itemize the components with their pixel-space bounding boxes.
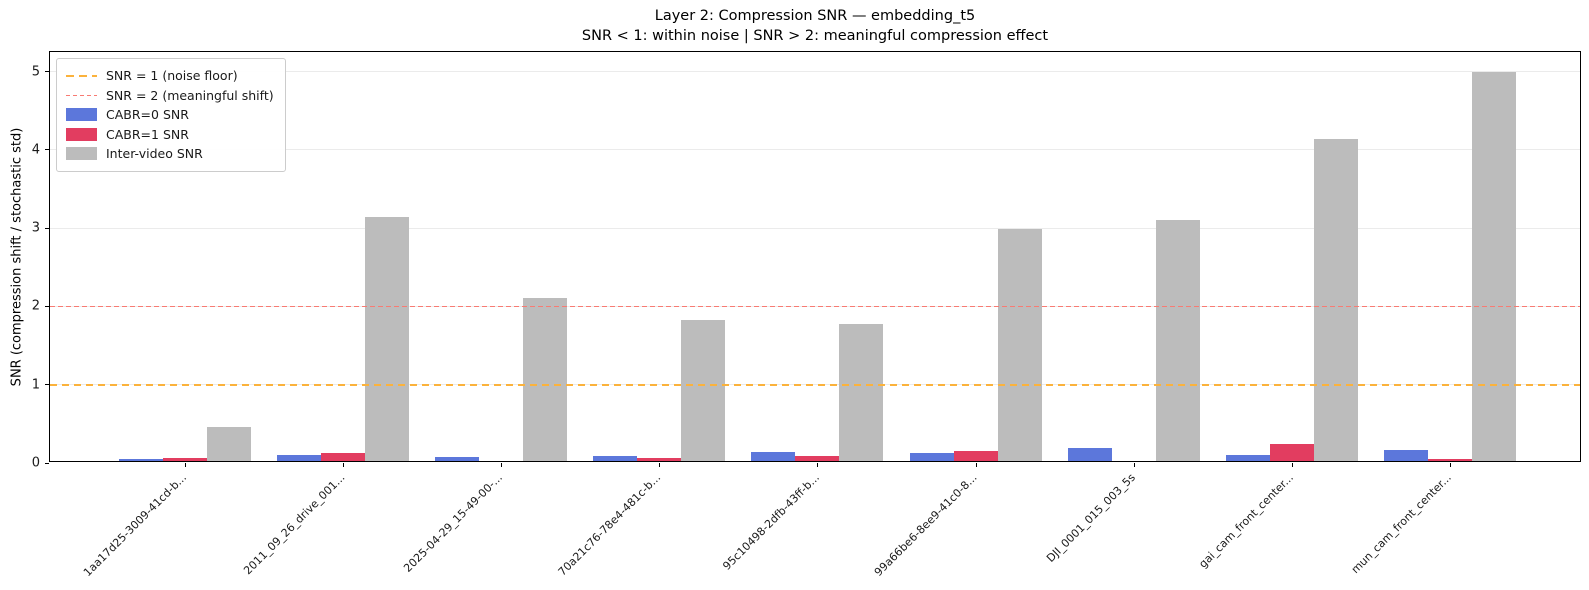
x-tick-mark [1291, 463, 1293, 467]
bar-cabr-1-snr [637, 457, 682, 461]
x-tick-mark [501, 463, 503, 467]
y-tick-label: 1 [31, 377, 40, 393]
legend-item: SNR = 2 (meaningful shift) [66, 86, 274, 106]
plot-area: SNR = 1 (noise floor) SNR = 2 (meaningful… [32, 51, 1581, 579]
threshold-line [50, 305, 1580, 308]
y-tick-label: 3 [31, 220, 40, 236]
bar-inter-video-snr [1155, 219, 1200, 461]
y-tick-mark [45, 384, 49, 386]
bar-cabr-0-snr [119, 459, 163, 461]
legend-item-label: SNR = 1 (noise floor) [106, 68, 238, 84]
bar-cabr-0-snr [1067, 447, 1112, 461]
bar-inter-video-snr [997, 228, 1042, 461]
y-tick-label: 2 [31, 298, 40, 314]
y-tick-mark [45, 462, 49, 464]
x-tick-label: 2011_09_26_drive_001... [241, 471, 348, 578]
bar-inter-video-snr [1313, 139, 1358, 461]
bar-cabr-1-snr [163, 457, 207, 461]
legend: SNR = 1 (noise floor) SNR = 2 (meaningful… [56, 58, 286, 172]
x-tick-mark [659, 463, 661, 467]
bar-cabr-1-snr [795, 456, 840, 461]
legend-item-label: CABR=1 SNR [106, 126, 189, 142]
x-tick-label: mun_cam_front_center... [1348, 471, 1455, 577]
gridline [50, 227, 1580, 229]
y-tick-label: 5 [31, 64, 40, 80]
y-axis-label: SNR (compression shift / stochastic std) [9, 127, 25, 387]
legend-color-patch [66, 127, 97, 141]
bar-inter-video-snr [681, 320, 726, 461]
x-tick-mark [1449, 463, 1451, 467]
x-tick-mark [185, 463, 186, 467]
x-tick-mark [343, 463, 345, 467]
bar-cabr-0-snr [1225, 454, 1270, 461]
bar-inter-video-snr [523, 298, 568, 461]
x-tick-label: 99a66be6-8ee9-41c0-8... [871, 471, 980, 579]
legend-item: CABR=0 SNR [66, 105, 274, 125]
bar-inter-video-snr [207, 427, 251, 461]
x-tick-mark [975, 463, 977, 467]
gridline [50, 149, 1580, 151]
title-block: Layer 2: Compression SNR — embedding_t5 … [49, 7, 1581, 46]
bar-cabr-1-snr [1427, 458, 1472, 461]
bar-cabr-0-snr [909, 453, 954, 461]
bar-inter-video-snr [839, 324, 884, 461]
legend-item-label: Inter-video SNR [106, 146, 203, 162]
bar-cabr-0-snr [593, 455, 638, 461]
legend-dashed-line-sample [66, 94, 97, 96]
x-tick-label: 2025-04-29_15-49-00-... [401, 471, 506, 575]
y-tick-mark [45, 305, 49, 307]
bar-cabr-1-snr [321, 453, 366, 461]
bar-cabr-0-snr [435, 457, 480, 461]
x-tick-label: gai_cam_front_center... [1196, 471, 1296, 571]
chart-subtitle: SNR < 1: within noise | SNR > 2: meaning… [581, 27, 1049, 44]
x-tick-label: DJI_0001_015_003_5s [1043, 471, 1138, 565]
x-tick-label: 95c10498-2dfb-43ff-b... [719, 471, 822, 573]
y-tick-label: 4 [31, 142, 40, 158]
legend-item: CABR=1 SNR [66, 125, 274, 145]
legend-item-label: SNR = 2 (meaningful shift) [106, 87, 274, 103]
x-tick-label: 1aa17d25-3009-41cd-b... [81, 471, 190, 580]
chart-title: Layer 2: Compression SNR — embedding_t5 [654, 8, 976, 24]
bar-cabr-0-snr [751, 451, 796, 461]
legend-dashed-line-sample [66, 74, 97, 77]
bar-cabr-0-snr [277, 454, 322, 461]
legend-item: Inter-video SNR [66, 144, 274, 164]
legend-color-patch [66, 147, 97, 161]
legend-item: SNR = 1 (noise floor) [66, 66, 274, 86]
legend-item-label: CABR=0 SNR [106, 107, 189, 123]
gridline [50, 71, 1580, 73]
x-tick-mark [1133, 463, 1135, 467]
y-tick-mark [45, 227, 49, 229]
y-tick-label: 0 [31, 455, 40, 471]
x-tick-mark [817, 463, 819, 467]
legend-color-patch [66, 108, 97, 122]
y-tick-mark [45, 149, 49, 151]
bar-cabr-1-snr [953, 450, 998, 461]
y-tick-mark [45, 71, 49, 73]
bar-inter-video-snr [365, 216, 410, 461]
bar-cabr-0-snr [1383, 450, 1428, 461]
x-tick-label: 70a21c76-78e4-481c-b... [556, 471, 664, 579]
bar-inter-video-snr [1471, 71, 1516, 461]
bar-cabr-1-snr [1269, 443, 1314, 461]
threshold-line [50, 383, 1580, 386]
